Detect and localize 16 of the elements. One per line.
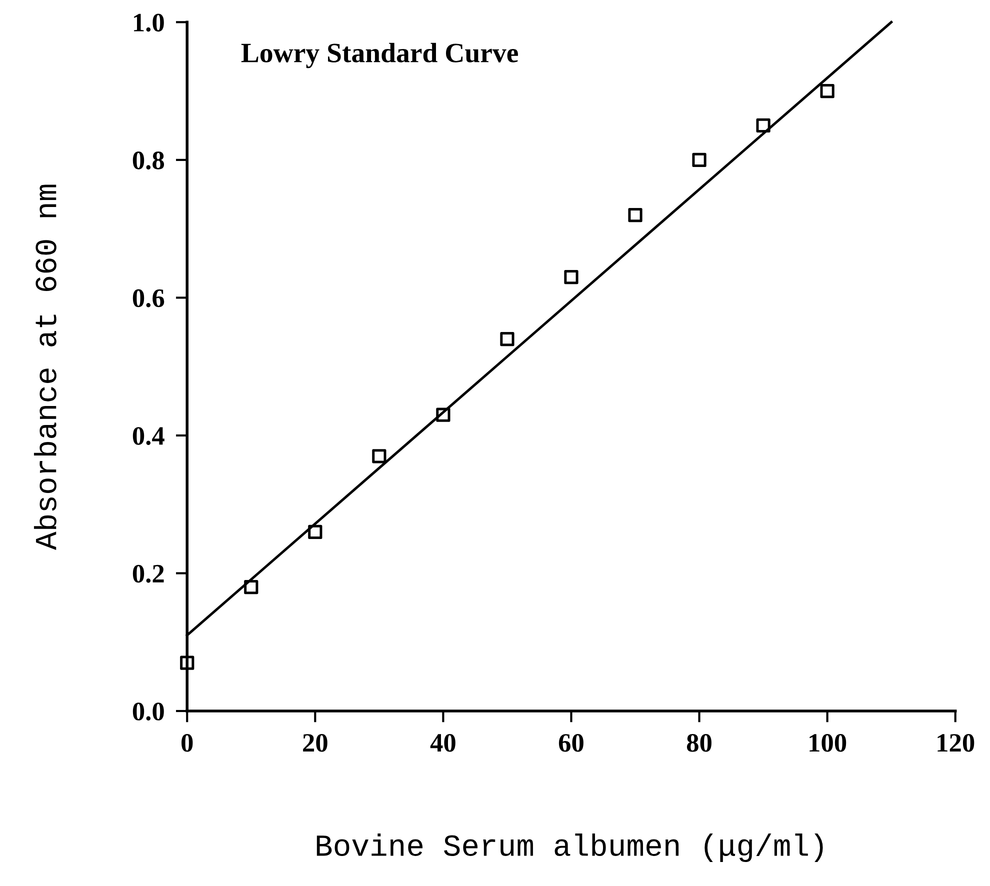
x-tick-label: 0 [182, 734, 193, 752]
y-tick-label: 0.8 [132, 152, 164, 170]
x-tick-label: 120 [938, 734, 974, 752]
x-tick-label: 60 [558, 734, 584, 752]
y-tick-label: 0.4 [132, 427, 164, 445]
x-tick-label: 80 [686, 734, 712, 752]
y-tick-label: 0.0 [132, 702, 164, 721]
x-tick-label: 20 [303, 734, 328, 752]
y-axis-title: Absorbance at 660 nm [34, 184, 56, 550]
y-tick-label: 1.0 [134, 14, 164, 32]
y-tick-label: 0.2 [132, 564, 164, 583]
text: Lowry Standard Curve [241, 42, 518, 68]
x-tick-label: 100 [810, 734, 846, 752]
y-tick-label: 0.6 [132, 289, 164, 308]
x-axis-title: Bovine Serum albumen (μg/ml) [316, 834, 823, 862]
x-tick-label: 40 [430, 734, 456, 752]
